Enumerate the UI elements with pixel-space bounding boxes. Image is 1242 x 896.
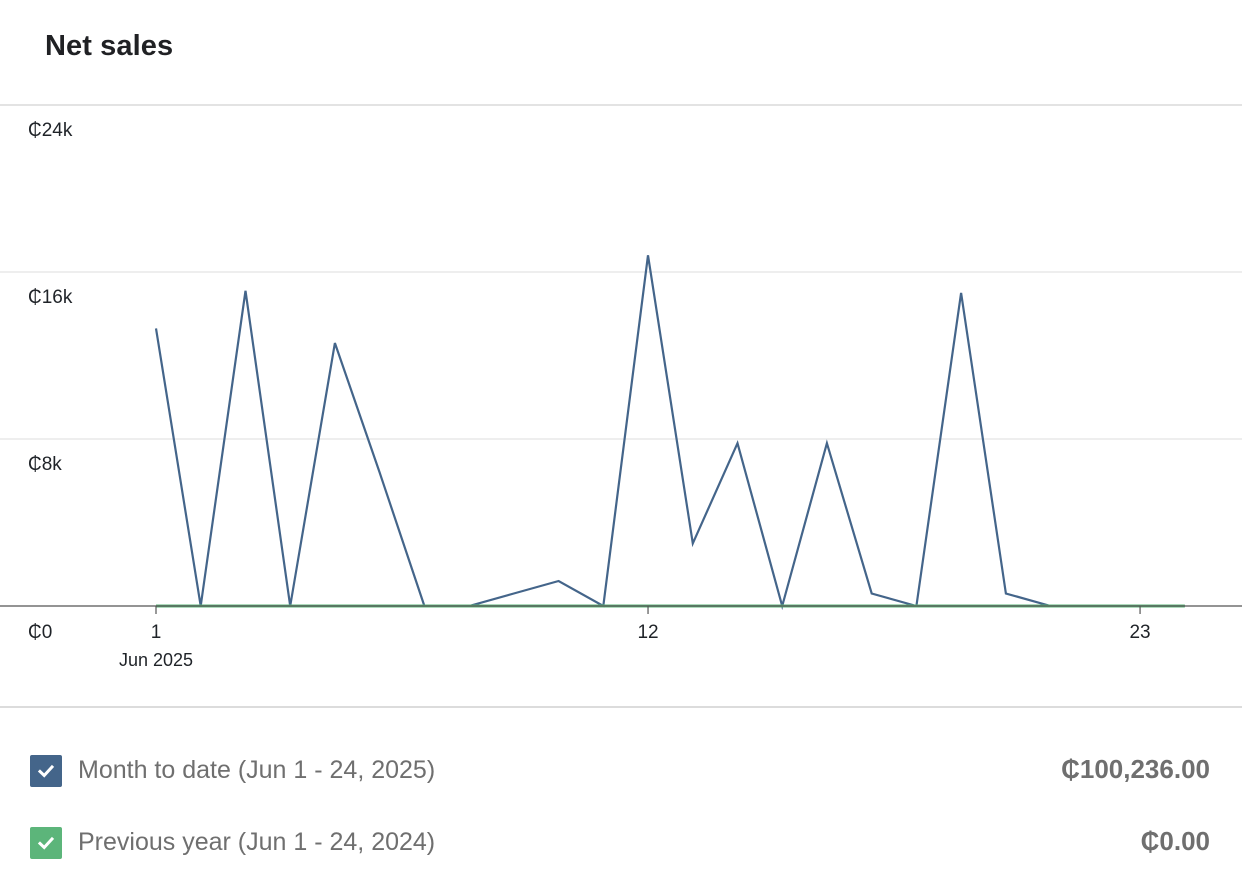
checkmark-icon: [37, 836, 55, 850]
month-to-date-value: ₵100,236.00: [1061, 754, 1210, 784]
series-line-month-to-date: [154, 255, 1185, 611]
checkmark-icon: [37, 764, 55, 778]
x-tick-label-0: 1: [151, 622, 162, 643]
month-to-date-label: Month to date (Jun 1 - 24, 2025): [78, 756, 436, 784]
month-to-date-checkbox[interactable]: [30, 755, 62, 787]
y-tick-label-1: ₵8k: [28, 454, 62, 475]
y-tick-label-0: ₵0: [28, 622, 52, 643]
previous-year-checkbox[interactable]: [30, 827, 62, 859]
header-divider: [0, 104, 1242, 106]
legend-item-month-to-date[interactable]: Month to date (Jun 1 - 24, 2025) ₵100,23…: [30, 753, 1210, 787]
y-tick-label-2: ₵16k: [28, 287, 73, 308]
previous-year-value: ₵0.00: [1140, 826, 1210, 856]
legend-item-previous-year[interactable]: Previous year (Jun 1 - 24, 2024) ₵0.00: [30, 825, 1210, 859]
y-tick-label-3: ₵24k: [28, 120, 73, 141]
x-tick-label-1: 12: [637, 622, 658, 643]
x-tick-sublabel-0: Jun 2025: [119, 650, 193, 670]
legend-divider: [0, 706, 1242, 708]
net-sales-chart: ₵0 ₵8k ₵16k ₵24k 1 Jun 2025 12 23: [0, 120, 1242, 670]
card-title: Net sales: [45, 30, 174, 62]
x-tick-label-2: 23: [1129, 622, 1150, 643]
previous-year-label: Previous year (Jun 1 - 24, 2024): [78, 828, 436, 856]
